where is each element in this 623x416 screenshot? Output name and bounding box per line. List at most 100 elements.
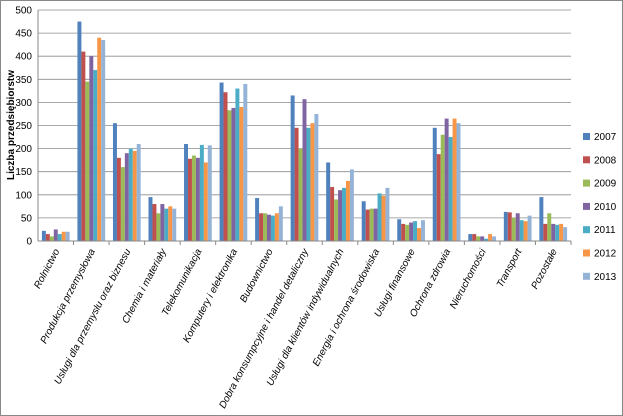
bar	[195, 157, 200, 241]
legend-label: 2009	[594, 179, 617, 190]
bar	[188, 158, 192, 241]
bar	[203, 162, 208, 241]
bar	[278, 206, 283, 241]
bar	[227, 110, 232, 241]
bar	[136, 143, 141, 241]
bar	[81, 51, 86, 241]
bar	[515, 213, 520, 241]
bar	[334, 199, 339, 241]
bar	[156, 213, 161, 241]
bar	[53, 229, 58, 241]
bar	[199, 144, 204, 241]
bar	[243, 83, 248, 241]
bar	[160, 204, 165, 241]
bar	[365, 209, 370, 241]
y-tick-label: 200	[15, 144, 32, 155]
legend-swatch	[583, 133, 590, 140]
bar	[330, 186, 335, 241]
bar	[409, 222, 414, 241]
legend-swatch	[583, 249, 590, 257]
bar	[361, 201, 366, 241]
y-tick-label: 250	[15, 121, 32, 132]
bar	[342, 187, 346, 241]
y-tick-label: 100	[15, 190, 32, 201]
legend-label: 2007	[594, 132, 617, 143]
bar	[263, 213, 267, 241]
bar	[45, 234, 50, 241]
bar	[148, 197, 153, 241]
bar	[511, 217, 516, 241]
bar	[191, 155, 196, 241]
bar	[112, 123, 117, 241]
bar	[413, 221, 418, 241]
bar	[345, 180, 350, 241]
bar	[219, 82, 224, 241]
bar	[310, 123, 315, 241]
bar	[468, 234, 473, 241]
bar	[85, 81, 90, 241]
bar	[385, 187, 390, 241]
bar	[270, 215, 275, 241]
bar	[298, 148, 303, 241]
bar	[440, 134, 445, 241]
bar	[559, 223, 564, 241]
bar	[255, 198, 260, 241]
bar	[420, 220, 425, 241]
bar	[519, 220, 524, 241]
bar	[116, 157, 121, 241]
bar	[484, 238, 489, 241]
bar	[302, 99, 307, 241]
bar	[436, 154, 441, 241]
bar	[235, 88, 240, 241]
bar	[120, 167, 125, 241]
bar	[49, 236, 54, 241]
bar	[527, 215, 532, 241]
legend-label: 2011	[594, 225, 616, 236]
bar	[57, 234, 62, 241]
bar	[373, 208, 378, 241]
bar	[551, 223, 556, 241]
bar	[266, 214, 271, 241]
legend-label: 2010	[594, 202, 617, 213]
bar	[41, 230, 46, 241]
bar	[488, 234, 493, 241]
bar	[124, 153, 129, 241]
bar	[207, 145, 212, 241]
bar	[61, 231, 66, 241]
bar	[476, 236, 481, 241]
legend-swatch	[583, 226, 590, 234]
bar	[507, 212, 512, 241]
legend-label: 2013	[594, 272, 617, 283]
y-tick-label: 350	[15, 75, 32, 86]
bar	[432, 127, 437, 241]
y-tick-label: 400	[15, 52, 32, 63]
bar	[101, 40, 106, 241]
bar	[314, 113, 319, 241]
bar	[543, 223, 548, 241]
legend-label: 2012	[594, 249, 617, 260]
y-tick-label: 500	[15, 6, 32, 17]
bar	[294, 127, 299, 241]
y-axis-title: Liczba przedsiębiorstw	[6, 70, 17, 180]
bar	[563, 227, 568, 241]
y-tick-label: 0	[26, 237, 32, 248]
legend-swatch	[583, 202, 590, 210]
bar	[503, 211, 508, 241]
bar	[480, 236, 485, 241]
bar	[417, 228, 421, 241]
legend-swatch	[583, 179, 590, 187]
bar	[93, 70, 98, 241]
bar	[259, 213, 264, 241]
bar	[377, 193, 382, 241]
y-tick-label: 50	[21, 213, 33, 224]
bar	[338, 190, 343, 241]
bar	[401, 223, 406, 241]
bar	[349, 169, 354, 241]
bar	[65, 231, 70, 241]
bar	[132, 150, 137, 241]
bar	[381, 195, 386, 241]
bar	[472, 234, 477, 241]
bar	[492, 236, 497, 241]
bar	[555, 224, 560, 241]
